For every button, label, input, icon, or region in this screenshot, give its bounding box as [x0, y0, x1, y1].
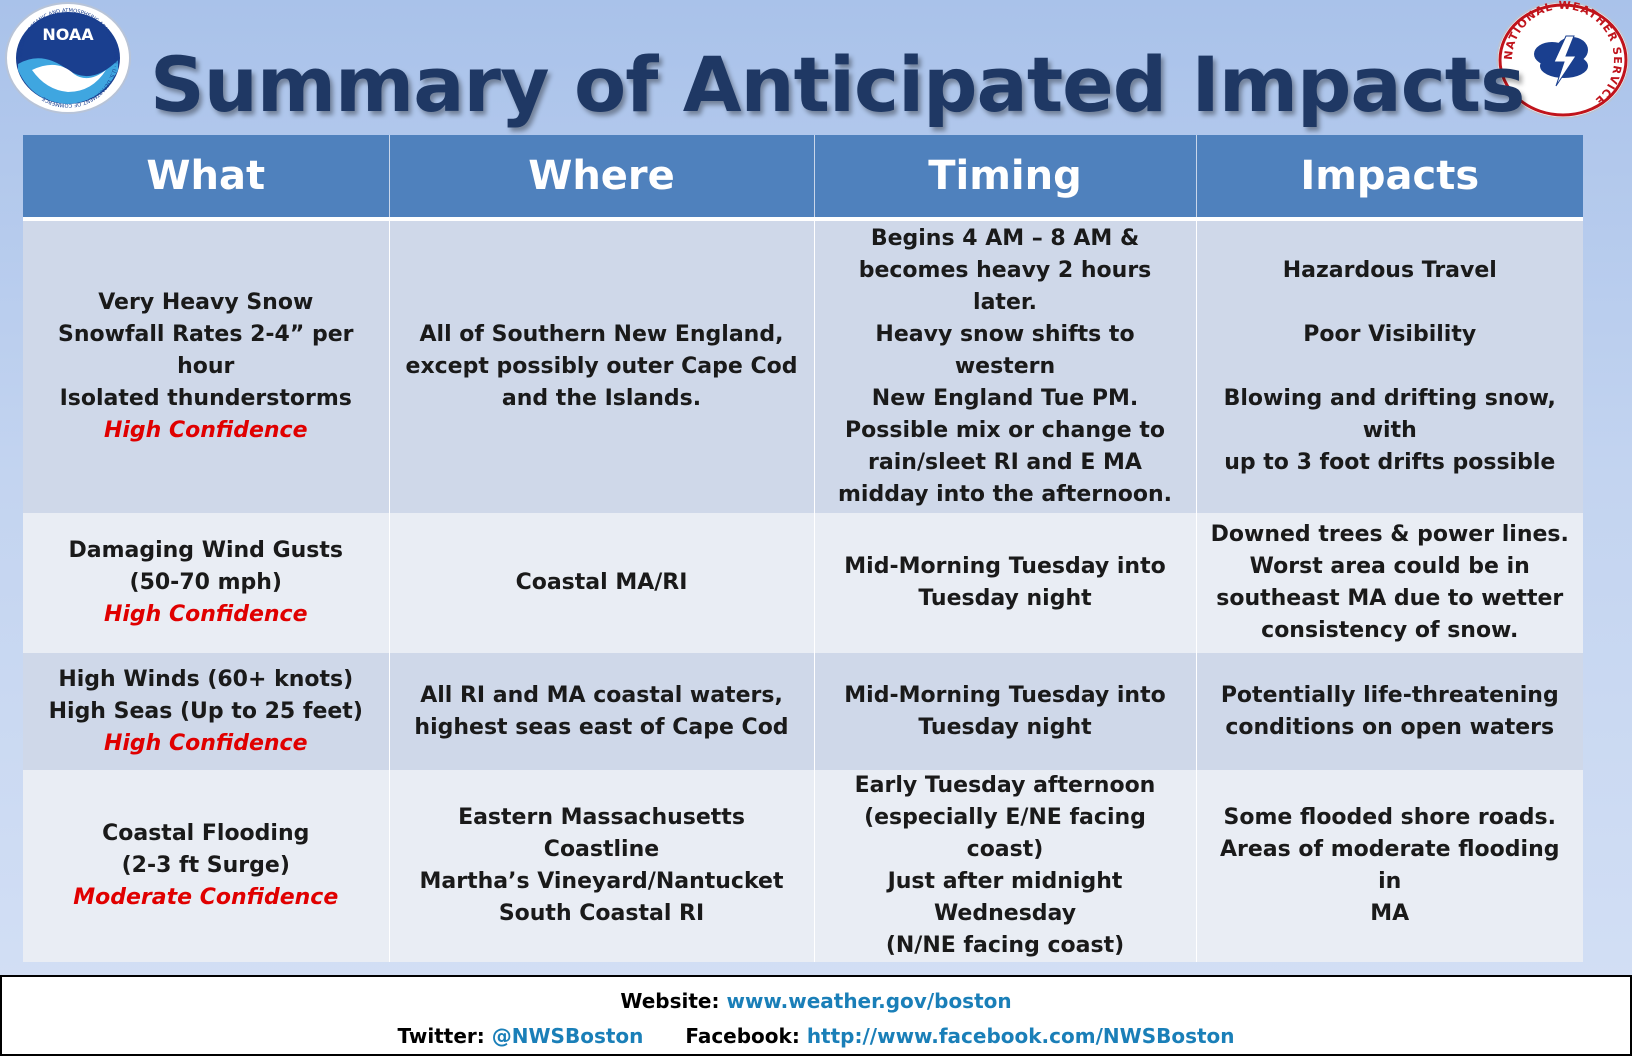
- facebook-link[interactable]: http://www.facebook.com/NWSBoston: [806, 1024, 1235, 1048]
- noaa-logo-text: NOAA: [42, 25, 94, 44]
- facebook-label: Facebook:: [685, 1024, 800, 1048]
- website-label: Website:: [620, 989, 720, 1013]
- cell-timing: Early Tuesday afternoon (especially E/NE…: [814, 770, 1197, 962]
- cell-timing: Begins 4 AM – 8 AM & becomes heavy 2 hou…: [814, 219, 1197, 513]
- page-title: Summary of Anticipated Impacts: [150, 40, 1525, 129]
- cell-impacts: Some flooded shore roads. Areas of moder…: [1196, 770, 1583, 962]
- cell-line: midday into the afternoon.: [838, 482, 1172, 507]
- cell-line: Tuesday night: [918, 586, 1092, 611]
- cell-line: highest seas east of Cape Cod: [414, 714, 789, 740]
- noaa-logo: NOAA NATIONAL OCEANIC AND ATMOSPHERIC AD…: [2, 0, 134, 116]
- cell-line: Begins 4 AM – 8 AM &: [870, 226, 1140, 251]
- table-row: Very Heavy Snow Snowfall Rates 2-4” per …: [23, 219, 1583, 513]
- cell-line: southeast MA due to wetter: [1216, 586, 1564, 611]
- noaa-logo-icon: NOAA NATIONAL OCEANIC AND ATMOSPHERIC AD…: [5, 2, 131, 114]
- cell-line: Coastal MA/RI: [515, 570, 688, 595]
- website-line: Website: www.weather.gov/boston: [2, 989, 1630, 1013]
- cell-line: MA: [1370, 901, 1410, 926]
- confidence-label: High Confidence: [103, 418, 308, 443]
- cell-line: Tuesday night: [918, 714, 1092, 740]
- cell-line: Martha’s Vineyard/Nantucket: [419, 869, 784, 894]
- cell-line: New England Tue PM.: [871, 386, 1139, 411]
- contact-footer: Website: www.weather.gov/boston Twitter:…: [0, 975, 1632, 1056]
- cell-line: rain/sleet RI and E MA: [868, 450, 1142, 475]
- twitter-link[interactable]: @NWSBoston: [491, 1024, 644, 1048]
- cell-what: Damaging Wind Gusts (50-70 mph) High Con…: [23, 513, 390, 653]
- website-link[interactable]: www.weather.gov/boston: [726, 989, 1012, 1013]
- cell-line: Damaging Wind Gusts: [68, 538, 344, 563]
- cell-line: Poor Visibility: [1303, 322, 1477, 347]
- cell-line: Worst area could be in: [1249, 554, 1530, 579]
- cell-line: Heavy snow shifts to western: [875, 322, 1135, 379]
- cell-line: (especially E/NE facing coast): [864, 805, 1146, 862]
- cell-line: High Winds (60+ knots): [58, 666, 354, 692]
- cell-line: (2-3 ft Surge): [121, 853, 290, 878]
- cell-line: Downed trees & power lines.: [1210, 522, 1569, 547]
- table-row: Coastal Flooding (2-3 ft Surge) Moderate…: [23, 770, 1583, 962]
- cell-line: conditions on open waters: [1225, 714, 1555, 740]
- cell-line: Mid-Morning Tuesday into: [844, 554, 1166, 579]
- cell-line: Coastal Flooding: [102, 821, 310, 846]
- cell-timing: Mid-Morning Tuesday into Tuesday night: [814, 653, 1197, 770]
- line-gap: [1209, 287, 1572, 319]
- cell-line: All of Southern New England,: [419, 322, 784, 347]
- cell-line: Potentially life-threatening: [1220, 682, 1559, 708]
- cell-line: up to 3 foot drifts possible: [1224, 450, 1556, 475]
- confidence-label: High Confidence: [103, 730, 308, 756]
- cell-impacts: Potentially life-threatening conditions …: [1196, 653, 1583, 770]
- cell-line: Snowfall Rates 2-4” per hour: [58, 322, 354, 379]
- cell-where: All RI and MA coastal waters, highest se…: [389, 653, 815, 770]
- cell-line: and the Islands.: [501, 386, 702, 411]
- nws-logo: NATIONAL WEATHER SERVICE: [1494, 0, 1632, 120]
- line-gap: [1209, 351, 1572, 383]
- cell-where: Coastal MA/RI: [389, 513, 815, 653]
- header-impacts: Impacts: [1196, 135, 1583, 221]
- cell-line: High Seas (Up to 25 feet): [48, 698, 363, 724]
- cell-line: Blowing and drifting snow, with: [1223, 386, 1556, 443]
- impacts-table: What Where Timing Impacts Very Heavy Sno…: [23, 135, 1583, 962]
- cell-impacts: Hazardous Travel Poor Visibility Blowing…: [1196, 219, 1583, 513]
- cell-timing: Mid-Morning Tuesday into Tuesday night: [814, 513, 1197, 653]
- cell-line: Hazardous Travel: [1282, 258, 1497, 283]
- social-line: Twitter: @NWSBoston Facebook: http://www…: [2, 1024, 1630, 1048]
- header-where: Where: [389, 135, 815, 221]
- header-what: What: [23, 135, 390, 221]
- table-row: High Winds (60+ knots) High Seas (Up to …: [23, 653, 1583, 770]
- confidence-label: Moderate Confidence: [73, 885, 339, 910]
- cell-line: Eastern Massachusetts Coastline: [458, 805, 745, 862]
- cell-line: All RI and MA coastal waters,: [420, 682, 783, 708]
- twitter-label: Twitter:: [397, 1024, 485, 1048]
- cell-line: Just after midnight Wednesday: [887, 869, 1123, 926]
- cell-line: Possible mix or change to: [845, 418, 1165, 443]
- cell-line: except possibly outer Cape Cod: [405, 354, 798, 379]
- table-row: Damaging Wind Gusts (50-70 mph) High Con…: [23, 513, 1583, 653]
- cell-line: Mid-Morning Tuesday into: [844, 682, 1166, 708]
- cell-line: Some flooded shore roads.: [1223, 805, 1556, 830]
- confidence-label: High Confidence: [103, 602, 308, 627]
- cell-what: Coastal Flooding (2-3 ft Surge) Moderate…: [23, 770, 390, 962]
- cell-what: Very Heavy Snow Snowfall Rates 2-4” per …: [23, 219, 390, 513]
- header-timing: Timing: [814, 135, 1197, 221]
- cell-impacts: Downed trees & power lines. Worst area c…: [1196, 513, 1583, 653]
- cell-line: becomes heavy 2 hours later.: [858, 258, 1152, 315]
- nws-logo-icon: NATIONAL WEATHER SERVICE: [1496, 0, 1630, 119]
- cell-line: Very Heavy Snow: [98, 290, 314, 315]
- cell-what: High Winds (60+ knots) High Seas (Up to …: [23, 653, 390, 770]
- table-header-row: What Where Timing Impacts: [23, 135, 1583, 221]
- cell-line: consistency of snow.: [1261, 618, 1519, 643]
- cell-line: South Coastal RI: [498, 901, 705, 926]
- cell-line: Isolated thunderstorms: [59, 386, 352, 411]
- cell-where: All of Southern New England, except poss…: [389, 219, 815, 513]
- cell-line: (50-70 mph): [129, 570, 282, 595]
- cell-line: Early Tuesday afternoon: [854, 773, 1156, 798]
- cell-line: (N/NE facing coast): [885, 933, 1125, 958]
- cell-where: Eastern Massachusetts Coastline Martha’s…: [389, 770, 815, 962]
- cell-line: Areas of moderate flooding in: [1220, 837, 1560, 894]
